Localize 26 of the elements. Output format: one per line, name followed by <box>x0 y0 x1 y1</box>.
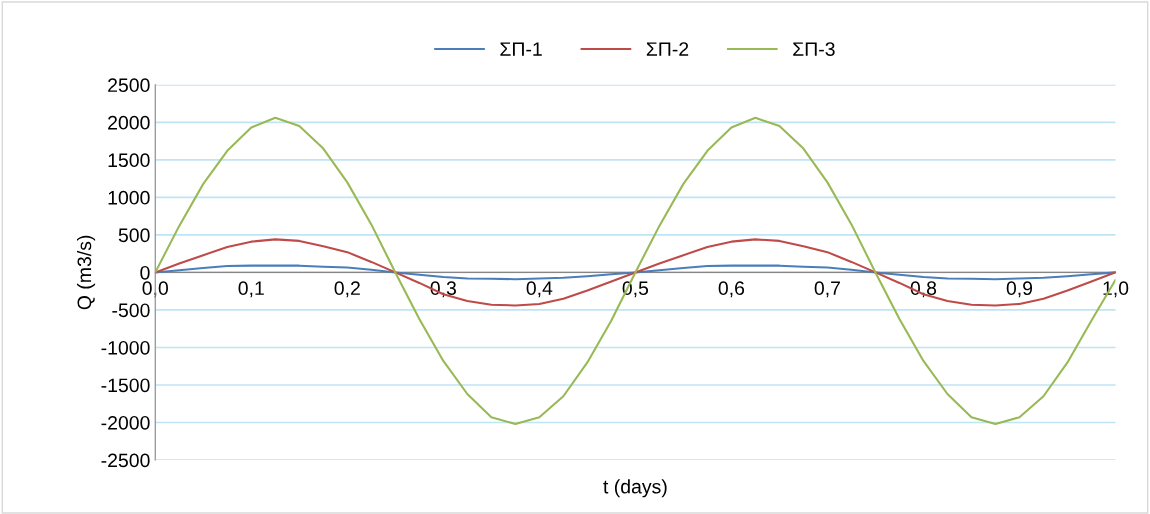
y-tick-label: 2500 <box>108 78 150 93</box>
y-tick-label: 1500 <box>108 153 150 168</box>
x-tick-label: 0,8 <box>910 281 937 298</box>
y-tick-label: 0 <box>140 265 150 280</box>
x-tick-label: 0,7 <box>814 281 840 298</box>
y-tick-label: 1000 <box>108 190 150 205</box>
legend-label: ΣΠ-2 <box>646 42 689 56</box>
y-tick-label: -500 <box>112 303 150 318</box>
y-tick-label: -1000 <box>101 340 150 355</box>
x-tick-label: 0,0 <box>142 281 169 298</box>
y-tick-label: 500 <box>118 228 150 243</box>
line-series <box>155 264 1116 281</box>
x-tick-label: 0,3 <box>430 281 456 298</box>
y-tick-label: -2000 <box>101 415 150 430</box>
x-axis-title: t (days) <box>603 479 667 498</box>
legend-label: ΣΠ-1 <box>500 42 542 56</box>
y-tick-label: 2000 <box>108 115 150 130</box>
y-tick-label: -2500 <box>101 453 150 468</box>
y-axis-title: Q (m3/s) <box>76 235 96 310</box>
x-tick-label: 0,4 <box>526 281 553 298</box>
legend-label: ΣΠ-3 <box>793 42 835 56</box>
x-tick-label: 0,1 <box>238 281 264 298</box>
x-tick-label: 0,2 <box>334 281 360 298</box>
x-tick-label: 0,6 <box>718 281 745 298</box>
y-tick-label: -1500 <box>101 378 150 393</box>
x-tick-label: 0,9 <box>1006 281 1033 298</box>
